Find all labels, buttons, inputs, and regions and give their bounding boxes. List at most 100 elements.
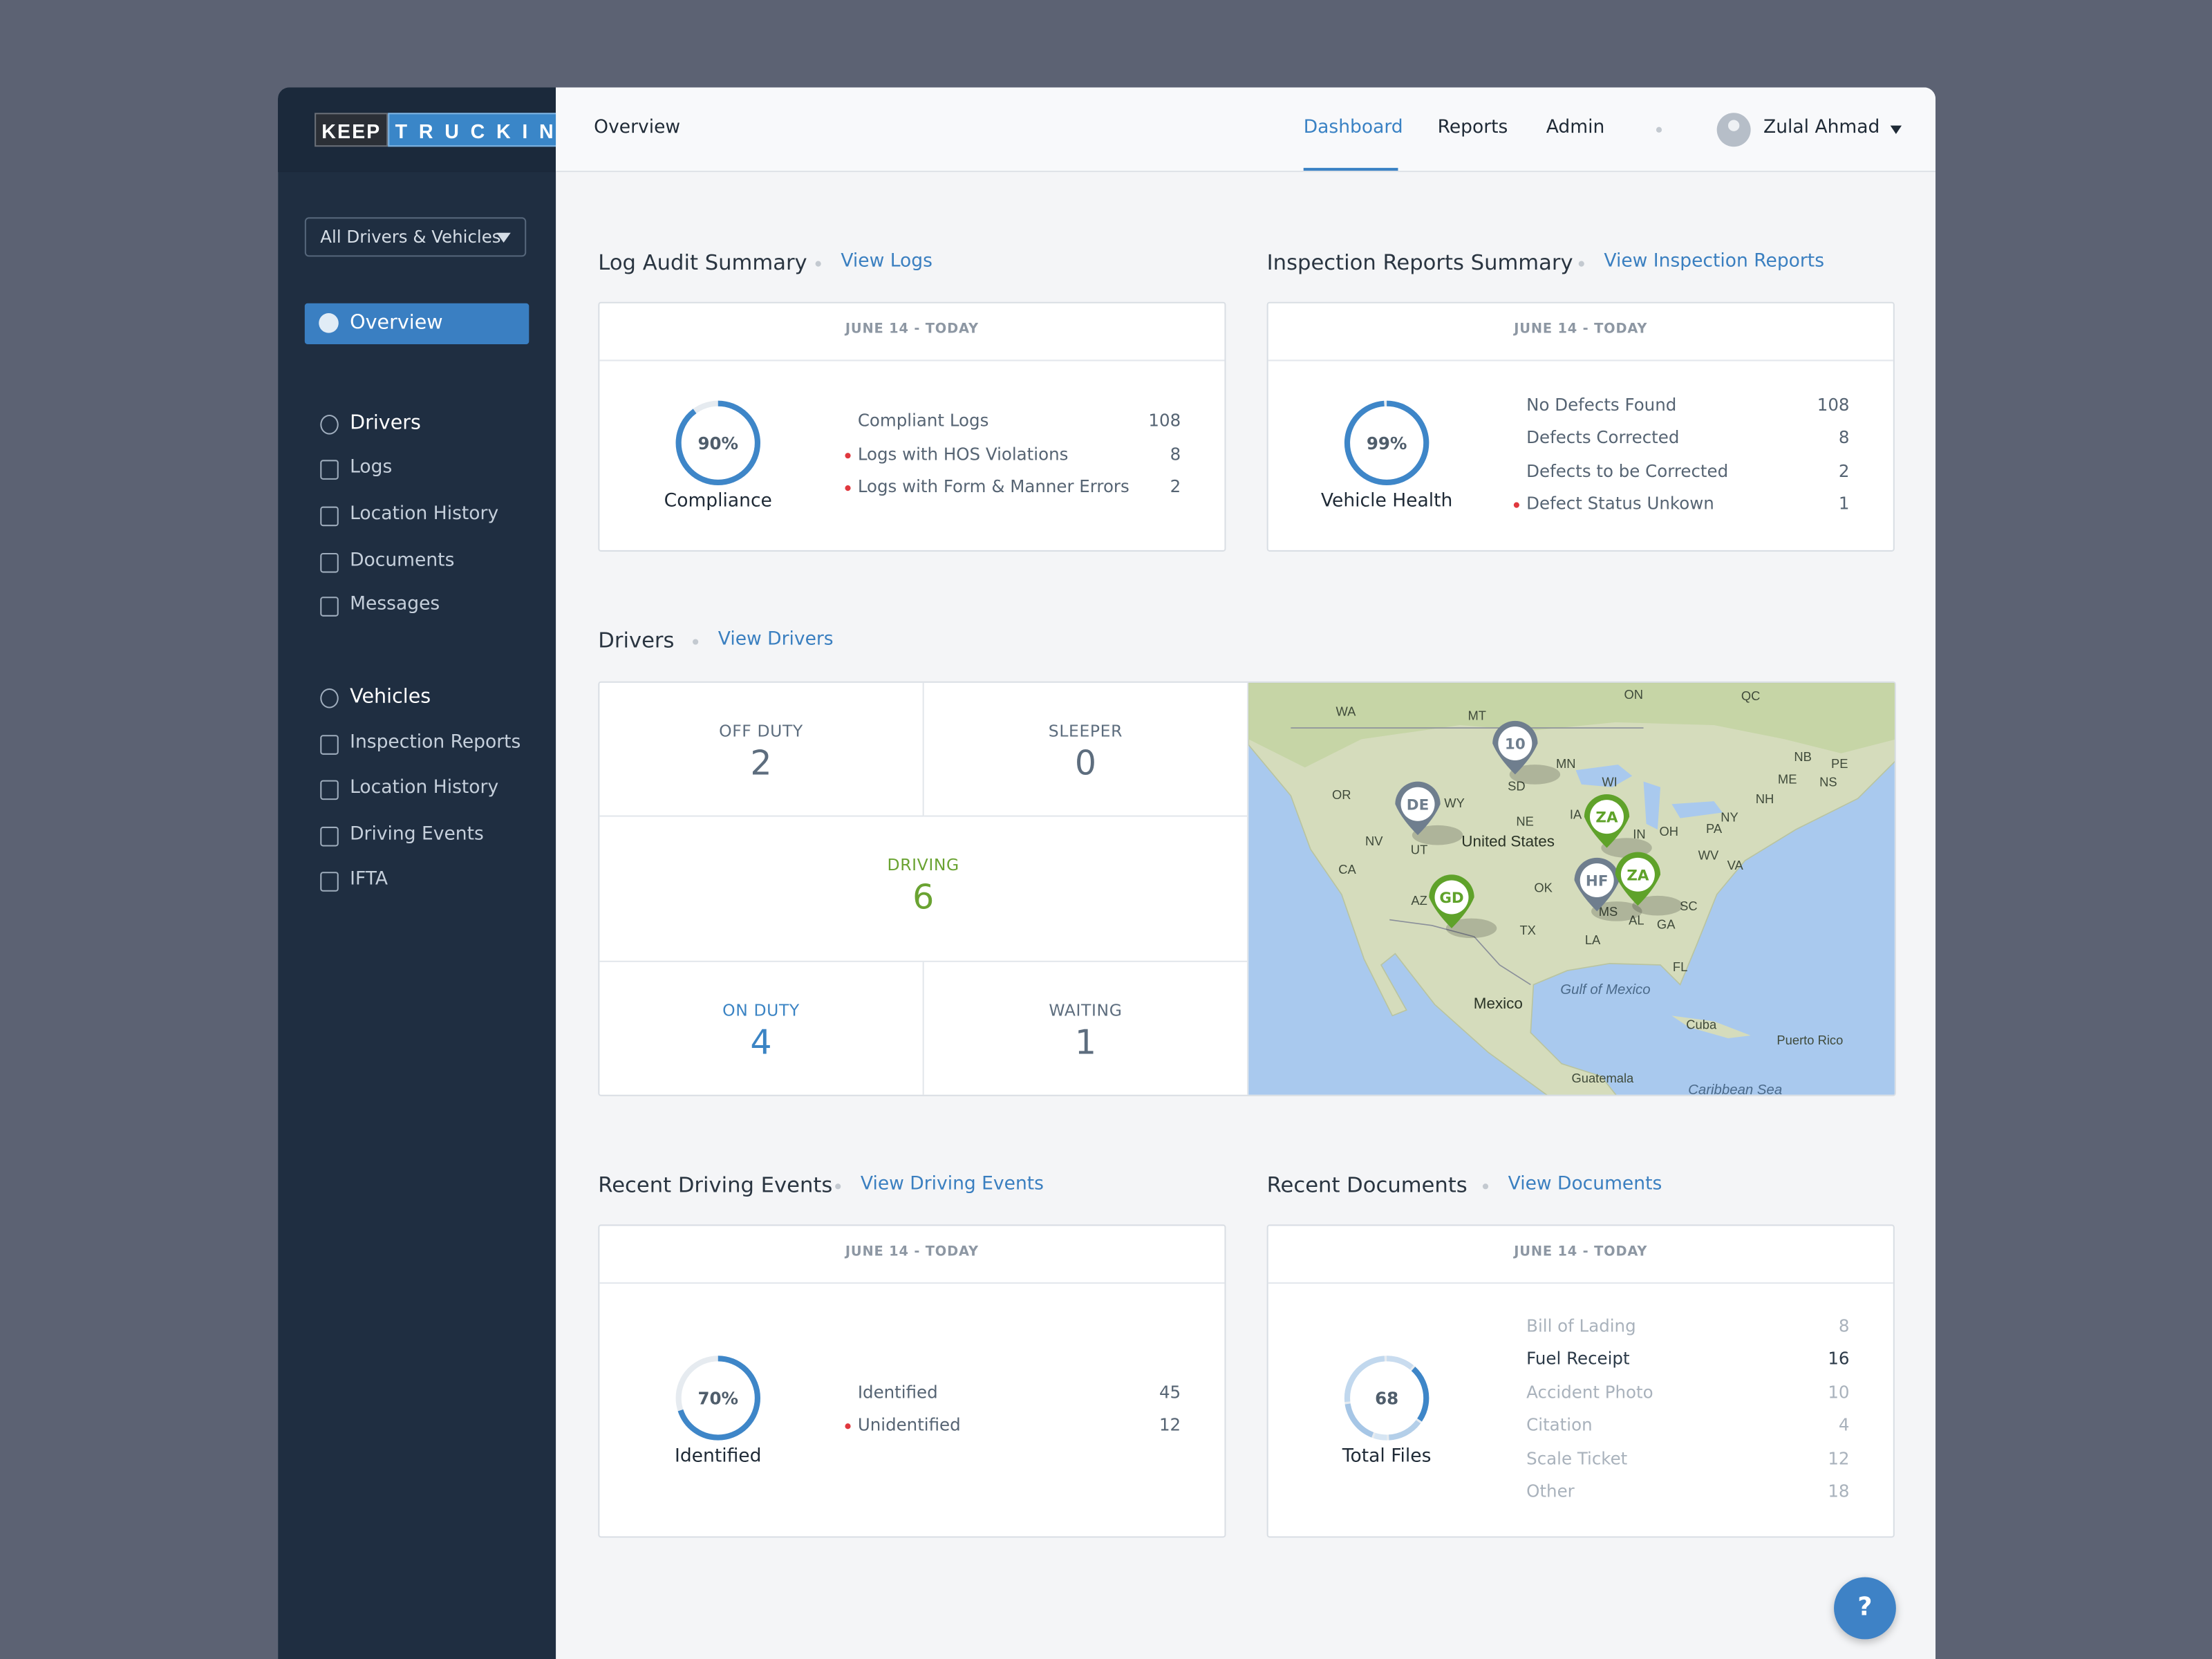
section-title[interactable]: Vehicles (350, 685, 431, 709)
row-value: 8 (1838, 427, 1850, 447)
nav-icon (320, 597, 339, 617)
logo-light: TRUCKIN (388, 113, 572, 147)
summary-row: Compliant Logs 108 (858, 405, 1181, 438)
row-value: 10 (1828, 1381, 1850, 1402)
marker-label: ZA (1595, 809, 1618, 827)
nav-item[interactable]: Documents (350, 550, 455, 572)
nav-item[interactable]: Logs (350, 457, 393, 478)
nav-icon (320, 735, 339, 755)
top-nav-item[interactable]: Dashboard (1303, 117, 1403, 138)
top-nav-item[interactable]: Admin (1546, 117, 1605, 138)
section-link[interactable]: View Documents (1508, 1173, 1662, 1195)
forest (1248, 682, 1895, 768)
separator (1656, 126, 1662, 133)
section-icon (320, 415, 339, 435)
summary-row: Fuel Receipt 16 (1526, 1343, 1849, 1376)
help-button[interactable]: ? (1834, 1577, 1896, 1640)
row-label: Logs with Form & Manner Errors (857, 477, 1130, 497)
row-label: Accident Photo (1526, 1381, 1653, 1402)
section-link[interactable]: View Inspection Reports (1604, 251, 1825, 272)
summary-row: Citation 4 (1526, 1409, 1849, 1443)
map-label: WI (1602, 774, 1617, 789)
map-label: AZ (1411, 893, 1427, 908)
map-label: WV (1698, 848, 1719, 863)
user-caret[interactable] (1890, 125, 1902, 140)
status-label: ON DUTY (722, 1000, 800, 1020)
status-cell[interactable]: WAITING 1 (924, 962, 1249, 1095)
marker-shadow (1591, 901, 1642, 921)
marker-face (1400, 787, 1435, 821)
row-label: Unidentified (857, 1414, 961, 1435)
row-list: No Defects Found 108 Defects Corrected 8 Def… (1513, 388, 1850, 521)
map-label: OK (1534, 881, 1553, 895)
row-label: Logs with HOS Violations (857, 444, 1069, 464)
donut-arc (675, 1355, 760, 1440)
donut-arc (1344, 1355, 1430, 1440)
map-label: QC (1741, 688, 1761, 703)
map-label: NS (1819, 774, 1837, 789)
status-cell[interactable]: SLEEPER 0 (924, 682, 1249, 817)
summary-row: Logs with Form & Manner Errors 2 (845, 471, 1181, 505)
row-label: Citation (1526, 1414, 1593, 1435)
row-label: Compliant Logs (857, 411, 989, 431)
donut-label: 68 (1375, 1387, 1398, 1407)
marker-face (1590, 800, 1624, 834)
status-cell[interactable]: ON DUTY 4 (599, 962, 924, 1095)
section-heading: Recent Documents (1266, 1172, 1468, 1198)
nav-item[interactable]: Messages (350, 594, 440, 615)
gauge-donut: 99% (1344, 400, 1430, 486)
nav-item[interactable]: Location History (350, 503, 499, 525)
row-value: 108 (1817, 394, 1850, 414)
section-title[interactable]: Drivers (350, 411, 421, 435)
row-label: Bill of Lading (1526, 1315, 1636, 1335)
avatar[interactable] (1716, 113, 1751, 147)
marker-label: 10 (1505, 736, 1526, 753)
map-label: ME (1778, 771, 1797, 786)
page-title: Overview (594, 117, 681, 138)
card-body: 68 Total Files Bill of Lading 8 Fuel Receipt… (1268, 1282, 1893, 1536)
row-value: 2 (1838, 460, 1850, 480)
section-link[interactable]: View Drivers (718, 629, 834, 650)
map-label: WY (1444, 796, 1465, 810)
logo[interactable]: KEEP TRUCKIN (315, 113, 572, 147)
row-label: Identified (857, 1381, 938, 1402)
summary-row: Scale Ticket 12 (1526, 1443, 1849, 1476)
section-link[interactable]: View Driving Events (860, 1173, 1044, 1195)
map-label: UT (1411, 842, 1427, 856)
map-label: VA (1727, 858, 1744, 872)
status-cell[interactable]: OFF DUTY 2 (599, 682, 924, 817)
nav-icon (320, 780, 339, 800)
section-link[interactable]: View Logs (841, 251, 932, 272)
nav-item[interactable]: IFTA (350, 869, 388, 890)
marker-shadow (1632, 895, 1683, 916)
filter-select[interactable]: All Drivers & Vehicles (304, 217, 527, 257)
row-value: 8 (1170, 444, 1181, 464)
status-count: 4 (750, 1022, 772, 1062)
row-label: Fuel Receipt (1526, 1349, 1630, 1369)
map-label: OR (1332, 787, 1351, 802)
gauge-donut: 70% (675, 1355, 760, 1440)
row-list: Bill of Lading 8 Fuel Receipt 16 Accident Ph… (1526, 1310, 1849, 1509)
summary-card: JUNE 14 - TODAY 68 Total Files Bill of Ladi… (1266, 1224, 1895, 1538)
top-nav-item[interactable]: Reports (1437, 117, 1508, 138)
map[interactable]: United States Mexico Gulf of Mexico Cuba Pue… (1248, 682, 1896, 1096)
map-label: OH (1660, 824, 1679, 838)
nav-icon (320, 826, 339, 847)
marker-shadow (1445, 918, 1497, 939)
gauge-caption: Total Files (1342, 1445, 1432, 1467)
lakes (1575, 765, 1723, 830)
gauge: 90% Compliance (599, 398, 836, 512)
summary-row: Accident Photo 10 (1526, 1376, 1849, 1409)
map-label: PA (1706, 821, 1723, 836)
map-label: SD (1508, 779, 1526, 794)
active-nav[interactable]: Overview (304, 303, 529, 344)
nav-item[interactable]: Driving Events (350, 823, 484, 845)
donut-arc (1344, 1355, 1430, 1440)
marker-face (1498, 727, 1533, 760)
nav-item[interactable]: Location History (350, 777, 499, 799)
user-name[interactable]: Zulal Ahmad (1763, 117, 1880, 138)
summary-row: Logs with HOS Violations 8 (845, 438, 1181, 471)
nav-item[interactable]: Inspection Reports (350, 732, 521, 753)
donut-arc (1344, 400, 1430, 486)
status-cell[interactable]: DRIVING 6 (599, 816, 1249, 962)
